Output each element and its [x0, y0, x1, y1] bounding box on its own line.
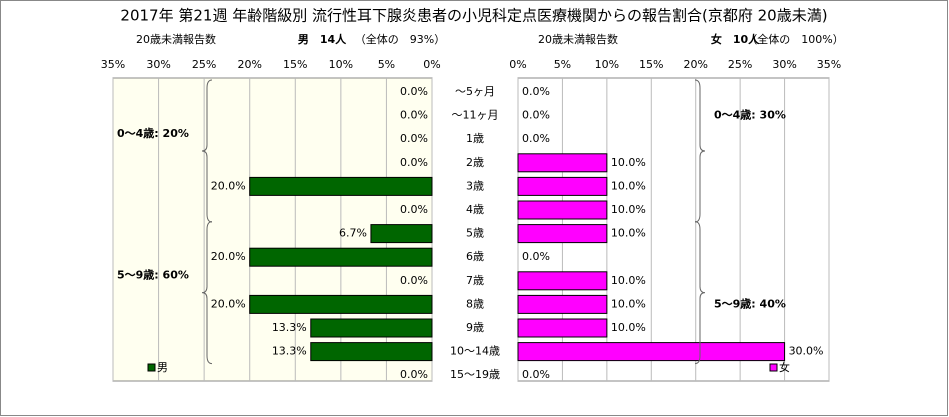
- bar: [517, 294, 608, 314]
- x-tick-label: 15%: [283, 58, 307, 71]
- brace: [201, 221, 213, 365]
- x-tick-label: 15%: [639, 58, 663, 71]
- value-label: 10.0%: [611, 203, 646, 216]
- value-label: 0.0%: [522, 109, 550, 122]
- value-label: 0.0%: [522, 368, 550, 381]
- value-label: 0.0%: [400, 132, 428, 145]
- bar: [517, 318, 608, 338]
- x-tick-label: 20%: [237, 58, 261, 71]
- category-label: 6歳: [466, 250, 484, 263]
- value-label: 0.0%: [400, 274, 428, 287]
- annotation: 5～9歳: 60%: [117, 268, 189, 282]
- value-label: 10.0%: [611, 274, 646, 287]
- bar: [517, 200, 608, 220]
- annotation: 0～4歳: 30%: [714, 108, 786, 122]
- x-tick-label: 5%: [554, 58, 571, 71]
- category-label: 9歳: [466, 321, 484, 334]
- category-label: ～11ヶ月: [452, 109, 499, 122]
- category-label: 3歳: [466, 179, 484, 192]
- value-label: 0.0%: [400, 109, 428, 122]
- category-label: 10～14歳: [450, 345, 500, 358]
- value-label: 0.0%: [522, 132, 550, 145]
- subtitle: 20歳未満報告数: [136, 33, 216, 46]
- value-label: 0.0%: [400, 156, 428, 169]
- subtitle: （全体の 93%）: [355, 32, 445, 46]
- bar: [517, 176, 608, 196]
- value-label: 20.0%: [211, 297, 246, 310]
- category-label: 7歳: [466, 274, 484, 287]
- x-tick-label: 10%: [329, 58, 353, 71]
- category-label: 2歳: [466, 156, 484, 169]
- subtitle: （全体の 100%）: [746, 32, 843, 46]
- value-label: 0.0%: [522, 85, 550, 98]
- value-label: 0.0%: [522, 250, 550, 263]
- annotation: 5～9歳: 40%: [714, 296, 786, 310]
- value-label: 10.0%: [611, 179, 646, 192]
- bar: [249, 247, 433, 267]
- subtitle: 男 14人: [298, 32, 347, 46]
- bar: [370, 224, 433, 244]
- value-label: 13.3%: [272, 345, 307, 358]
- value-label: 6.7%: [339, 227, 367, 240]
- category-label: 15～19歳: [450, 368, 500, 381]
- bar: [249, 294, 433, 314]
- x-tick-label: 20%: [683, 58, 707, 71]
- x-tick-label: 35%: [817, 58, 841, 71]
- value-label: 20.0%: [211, 250, 246, 263]
- x-tick-label: 0%: [423, 58, 440, 71]
- bar: [517, 153, 608, 173]
- chart-title: 2017年 第21週 年齢階級別 流行性耳下腺炎患者の小児科定点医療機関からの報…: [120, 7, 827, 25]
- annotation: 0～4歳: 20%: [117, 126, 189, 140]
- value-label: 0.0%: [400, 368, 428, 381]
- x-tick-label: 30%: [146, 58, 170, 71]
- value-label: 10.0%: [611, 227, 646, 240]
- value-label: 20.0%: [211, 179, 246, 192]
- category-label: ～5ヶ月: [455, 85, 495, 98]
- x-tick-label: 5%: [378, 58, 395, 71]
- value-label: 0.0%: [400, 203, 428, 216]
- category-label: 1歳: [466, 132, 484, 145]
- x-tick-label: 35%: [101, 58, 125, 71]
- x-tick-label: 10%: [595, 58, 619, 71]
- legend-label: 男: [157, 361, 168, 374]
- legend-label: 女: [779, 360, 790, 374]
- legend-swatch: [147, 363, 156, 372]
- legend-swatch: [769, 363, 778, 372]
- bar: [517, 271, 608, 291]
- value-label: 10.0%: [611, 321, 646, 334]
- category-label: 8歳: [466, 297, 484, 310]
- x-tick-label: 25%: [192, 58, 216, 71]
- value-label: 30.0%: [789, 345, 824, 358]
- x-tick-label: 30%: [772, 58, 796, 71]
- category-label: 5歳: [466, 227, 484, 240]
- category-label: 4歳: [466, 203, 484, 216]
- x-tick-label: 25%: [728, 58, 752, 71]
- bar: [517, 224, 608, 244]
- subtitle: 女 10人: [711, 32, 760, 46]
- subtitle: 20歳未満報告数: [538, 33, 618, 46]
- bar: [517, 342, 786, 362]
- value-label: 10.0%: [611, 297, 646, 310]
- brace: [694, 221, 706, 365]
- bar: [310, 342, 433, 362]
- x-tick-label: 0%: [509, 58, 526, 71]
- brace: [201, 79, 213, 223]
- value-label: 10.0%: [611, 156, 646, 169]
- bar: [249, 176, 433, 196]
- value-label: 0.0%: [400, 85, 428, 98]
- brace: [694, 79, 706, 223]
- value-label: 13.3%: [272, 321, 307, 334]
- bar: [310, 318, 433, 338]
